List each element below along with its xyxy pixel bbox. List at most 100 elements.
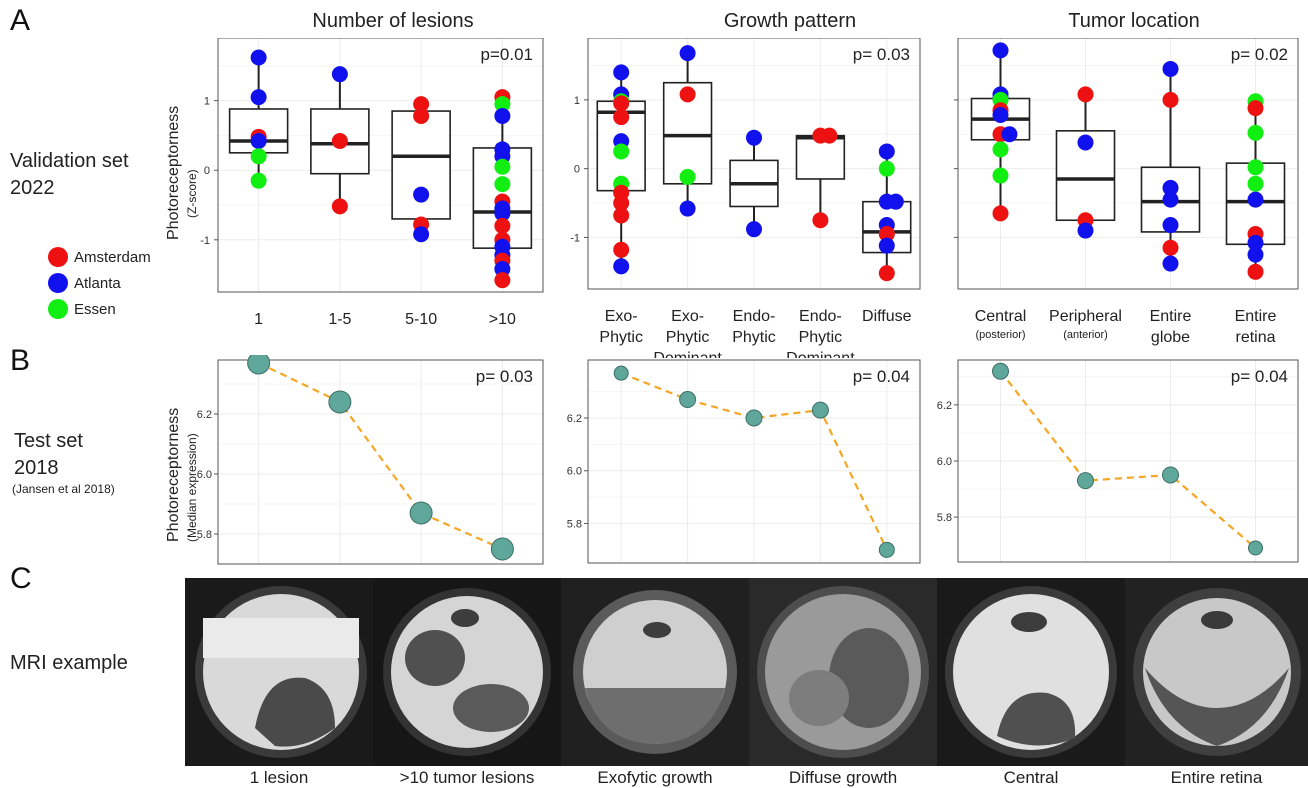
x-tick-label: Entire: [1150, 308, 1192, 325]
data-point: [328, 390, 352, 414]
x-tick-label: Exo-: [671, 308, 704, 325]
legend-item: Atlanta: [48, 270, 151, 296]
panel-letter-c: C: [10, 562, 32, 595]
data-point: [746, 221, 762, 238]
column-title-location: Tumor location: [1068, 10, 1200, 32]
p-value: p=0.01: [481, 45, 533, 64]
x-tick-label: Entire: [1235, 308, 1277, 325]
mri-caption: 1 lesion: [249, 768, 309, 787]
data-point: [1001, 126, 1018, 143]
data-point: [494, 205, 511, 222]
data-point: [613, 241, 630, 258]
data-point: [331, 198, 348, 215]
x-tick-label: Endo-: [733, 308, 776, 325]
data-point: [992, 362, 1009, 380]
legend-item: Amsterdam: [48, 244, 151, 270]
data-point: [613, 258, 630, 275]
data-point: [250, 89, 267, 106]
data-point: [494, 96, 511, 113]
legend-item: Essen: [48, 296, 151, 322]
mri-image-central: [937, 578, 1125, 766]
data-point: [992, 167, 1009, 184]
data-point: [992, 42, 1009, 59]
y-tick-label: 6.0: [197, 469, 212, 481]
mri-image-entire-retina: [1125, 578, 1308, 766]
y-tick-label: -1: [570, 232, 580, 244]
data-point: [1077, 86, 1094, 103]
x-tick-label: (posterior): [975, 329, 1025, 341]
data-point: [1247, 246, 1264, 263]
data-point: [887, 193, 904, 210]
x-tick-label: Peripheral: [1049, 308, 1122, 325]
data-point: [250, 172, 267, 189]
plot-frame: [217, 359, 544, 565]
boxplot-tumor-location: p= 0.02 Central (posterior) Peripheral (ante…: [954, 38, 1299, 346]
data-point: [494, 261, 511, 278]
lineplot-number-of-lesions: 6.2 6.0 5.8 p= 0.03: [197, 355, 544, 565]
data-point: [992, 141, 1009, 158]
data-point: [413, 96, 430, 113]
mri-caption: Exofytic growth: [597, 768, 713, 787]
y-tick-label: 6.2: [937, 400, 952, 412]
data-point: [821, 127, 838, 144]
data-point: [613, 365, 629, 381]
plot-frame: [587, 359, 921, 564]
data-point: [1162, 217, 1179, 234]
svg-text:Photoreceptorness: Photoreceptorness: [165, 106, 182, 240]
data-point: [1247, 234, 1264, 251]
data-point: [1247, 263, 1264, 280]
y-tick-label: 6.0: [937, 456, 952, 468]
data-point: [613, 109, 630, 126]
data-point: [745, 409, 763, 427]
svg-text:Photoreceptorness: Photoreceptorness: [165, 408, 182, 542]
y-tick-label: 0: [204, 165, 210, 177]
p-value: p= 0.04: [853, 367, 910, 386]
data-point: [247, 355, 271, 375]
data-point: [878, 541, 895, 558]
data-point: [1162, 60, 1179, 77]
data-point: [1247, 175, 1264, 192]
x-tick-label: 5-10: [405, 311, 437, 328]
x-tick-label: Phytic: [799, 329, 843, 346]
mri-caption: Entire retina: [1170, 768, 1263, 787]
plot-frame: [957, 38, 1299, 290]
y-tick-label: 5.8: [937, 512, 952, 524]
data-point: [992, 107, 1009, 124]
y-tick-label: 6.2: [567, 413, 582, 425]
p-value: p= 0.03: [476, 367, 533, 386]
y-tick-label: 5.8: [197, 529, 212, 541]
data-point: [679, 391, 697, 409]
boxplot-growth-pattern: 1 0 -1 p= 0.03 Exo- Phytic Exo- Phytic Dominant E…: [570, 38, 921, 358]
x-tick-label: Phytic: [732, 329, 776, 346]
lineplot-tumor-location: 6.2 6.0 5.8 p= 0.04: [937, 359, 1299, 563]
data-point: [1077, 134, 1094, 151]
data-point: [679, 86, 696, 103]
y-tick-label: -1: [200, 235, 210, 247]
mri-caption: Diffuse growth: [788, 768, 898, 787]
b-y-axis-label: Photoreceptorness (Median expression): [165, 408, 199, 542]
data-point: [878, 160, 895, 177]
y-tick-label: 1: [204, 96, 210, 108]
a-y-axis-label: Photoreceptorness (Z-score): [165, 106, 199, 240]
boxplot-number-of-lesions: 1 0 -1 p=0.01 1 1-5 5-10 >10: [200, 38, 544, 328]
y-tick-label: 5.8: [567, 518, 582, 530]
trend-line: [620, 372, 888, 551]
x-tick-label: >10: [489, 311, 516, 328]
box: [391, 110, 451, 220]
x-tick-label: retina: [1235, 329, 1275, 346]
y-tick-label: 1: [574, 95, 580, 107]
data-point: [811, 401, 829, 419]
y-tick-label: 0: [574, 164, 580, 176]
data-point: [1162, 239, 1179, 256]
data-point: [679, 168, 696, 185]
data-point: [331, 132, 348, 149]
mri-image-1-lesion: [185, 578, 373, 766]
data-point: [1248, 540, 1263, 556]
x-tick-label: 1: [254, 311, 263, 328]
x-tick-label: 1-5: [328, 311, 351, 328]
data-point: [878, 265, 895, 282]
data-point: [613, 64, 630, 81]
data-point: [409, 501, 433, 525]
data-point: [413, 226, 430, 243]
data-point: [1162, 466, 1179, 484]
